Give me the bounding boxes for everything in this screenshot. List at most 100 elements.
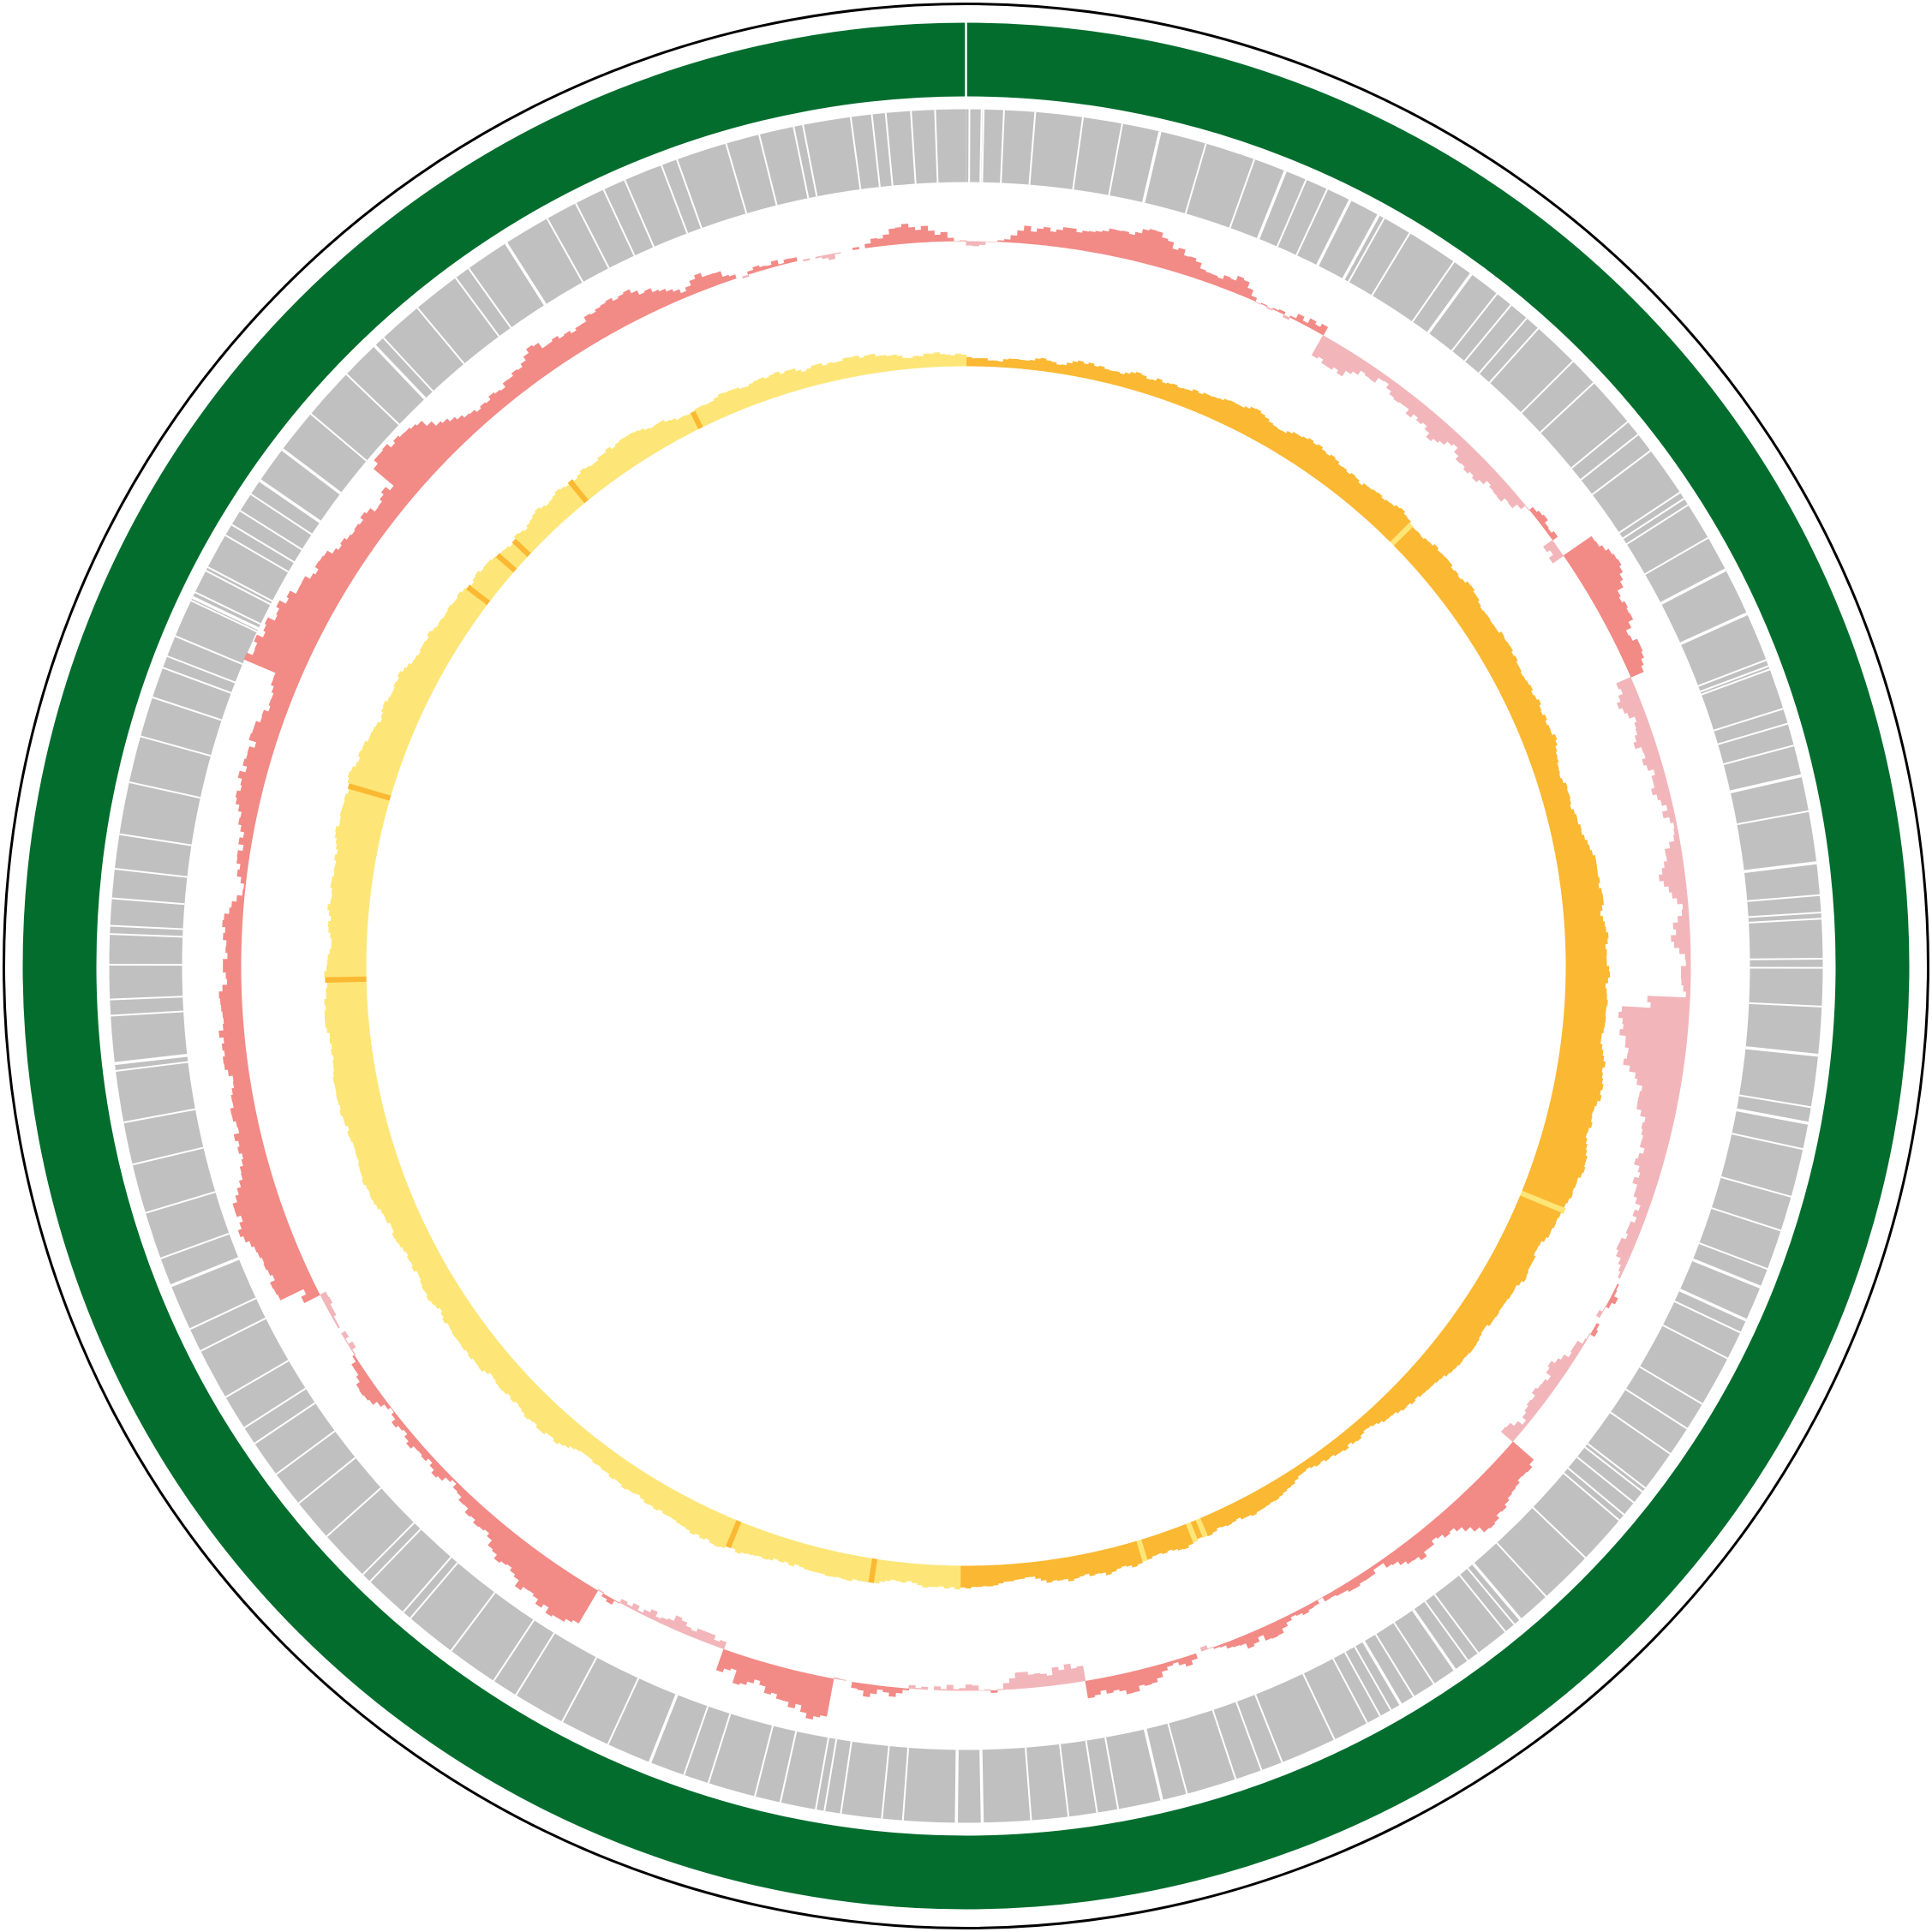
gc-content-positive-bar <box>666 289 678 304</box>
gc-skew-negative-bar <box>614 441 636 470</box>
gc-content-negative-bar <box>1364 365 1378 380</box>
gc-content-negative-bar <box>1369 368 1383 383</box>
gc-content-positive-bar <box>799 1673 816 1714</box>
gc-skew-positive-bar <box>1509 1214 1551 1238</box>
gc-content-negative-bar <box>1636 1103 1677 1118</box>
gc-content-positive-bar <box>770 260 780 268</box>
gc-skew-positive-bar <box>1482 645 1513 667</box>
gc-skew-negative-bar <box>727 389 742 412</box>
gc-content-negative-bar <box>1672 821 1678 829</box>
gc-content-positive-bar <box>752 265 761 273</box>
gc-content-positive-bar <box>239 863 248 872</box>
gc-skew-negative-bar <box>454 596 482 619</box>
gc-skew-positive-bar <box>1347 483 1369 507</box>
gc-skew-positive-bar <box>1064 1556 1074 1582</box>
gc-content-positive-bar <box>351 1360 362 1371</box>
gc-content-positive-bar <box>1271 1620 1284 1636</box>
gc-skew-negative-bar <box>514 1382 539 1406</box>
gc-content-negative-bar <box>1393 386 1409 404</box>
gc-content-negative-bar <box>914 1687 922 1690</box>
gc-content-positive-bar <box>236 894 245 903</box>
gc-skew-negative-bar <box>652 1485 671 1511</box>
gene-boundary <box>194 591 261 625</box>
gc-skew-negative-bar <box>520 1390 546 1415</box>
gc-skew-positive-bar <box>1526 739 1558 757</box>
gc-content-positive-bar <box>237 1134 263 1147</box>
gc-skew-positive-bar <box>1551 1091 1598 1107</box>
gc-skew-negative-bar <box>835 1552 846 1578</box>
gc-skew-positive-bar <box>1309 1454 1321 1467</box>
gene-boundary <box>1025 1747 1032 1821</box>
gc-content-negative-bar <box>965 1684 972 1691</box>
gc-content-positive-bar <box>1473 1478 1507 1512</box>
gc-content-positive-bar <box>1587 573 1624 599</box>
gc-skew-positive-bar <box>1085 1552 1096 1576</box>
gc-content-positive-bar <box>236 856 249 865</box>
gc-skew-positive-bar <box>1074 1554 1085 1577</box>
gc-content-positive-bar <box>234 1195 281 1217</box>
gc-content-positive-bar <box>263 624 315 655</box>
gc-content-negative-bar <box>1625 1035 1687 1049</box>
gene-boundary <box>115 1061 188 1072</box>
gc-skew-negative-bar <box>478 1347 507 1373</box>
gc-skew-negative-bar <box>419 1265 450 1287</box>
gc-content-positive-bar <box>236 850 251 859</box>
gc-content-positive-bar <box>1602 607 1630 626</box>
gc-skew-positive-bar <box>1559 876 1600 888</box>
gc-skew-positive-bar <box>1517 720 1548 738</box>
gc-skew-negative-bar <box>357 1151 398 1169</box>
gc-content-negative-bar <box>1639 1140 1668 1155</box>
gc-skew-positive-bar <box>1553 1080 1601 1096</box>
gc-skew-positive-bar <box>1170 1528 1184 1551</box>
gc-skew-positive-bar <box>1498 1238 1536 1262</box>
gc-content-positive-bar <box>242 758 270 773</box>
gc-content-positive-bar <box>882 1685 891 1693</box>
gc-content-negative-bar <box>1433 422 1452 443</box>
gc-content-positive-bar <box>302 576 342 604</box>
gc-skew-negative-bar <box>499 549 521 569</box>
gc-skew-negative-bar <box>329 1028 370 1039</box>
gc-skew-positive-bar <box>1537 1141 1588 1163</box>
gc-skew-negative-bar <box>365 1170 404 1190</box>
gc-content-positive-bar <box>261 709 285 725</box>
gc-skew-negative-bar <box>740 1525 757 1554</box>
gc-content-positive-bar <box>1183 1655 1193 1667</box>
gc-content-positive-bar <box>1277 1617 1289 1630</box>
gc-skew-positive-bar <box>1474 631 1504 654</box>
gene-boundary <box>1229 159 1256 229</box>
gc-skew-negative-bar <box>658 1487 676 1512</box>
gc-skew-negative-bar <box>336 848 377 862</box>
gc-content-positive-bar <box>431 1464 445 1478</box>
gc-content-negative-bar <box>1641 1122 1672 1136</box>
gene-boundary <box>110 933 183 938</box>
gc-skew-positive-bar <box>1326 1441 1340 1456</box>
gc-content-negative-bar <box>1601 1306 1606 1313</box>
gc-content-positive-bar <box>1365 1566 1376 1577</box>
gc-skew-positive-bar <box>1531 757 1559 772</box>
gc-skew-positive-bar <box>1363 496 1386 521</box>
gc-skew-negative-bar <box>694 406 709 428</box>
gc-skew-positive-bar <box>1546 809 1576 822</box>
gc-skew-negative-bar <box>502 1371 528 1395</box>
gc-skew-negative-bar <box>748 382 762 404</box>
gc-skew-positive-bar <box>1550 1096 1595 1112</box>
gc-skew-negative-bar <box>335 843 378 857</box>
gc-skew-positive-bar <box>1556 1065 1603 1079</box>
gc-content-positive-bar <box>240 785 263 798</box>
gc-content-positive-bar <box>870 1684 878 1695</box>
gc-skew-negative-bar <box>375 1190 412 1210</box>
gc-skew-positive-bar <box>1531 1161 1579 1183</box>
gc-skew-positive-bar <box>1528 745 1558 762</box>
gc-content-positive-bar <box>223 1015 244 1025</box>
gc-content-negative-bar <box>1311 335 1330 359</box>
gc-content-positive-bar <box>1614 635 1633 649</box>
gc-skew-negative-bar <box>434 1288 464 1310</box>
gc-content-positive-bar <box>274 614 321 643</box>
gc-content-positive-bar <box>478 1512 496 1531</box>
gc-skew-negative-bar <box>923 353 930 368</box>
gc-content-positive-bar <box>1421 1525 1437 1542</box>
gc-skew-negative-bar <box>579 1434 597 1455</box>
gc-skew-positive-bar <box>1210 398 1224 421</box>
gc-skew-negative-bar <box>938 1564 946 1587</box>
gc-skew-negative-bar <box>769 374 781 398</box>
